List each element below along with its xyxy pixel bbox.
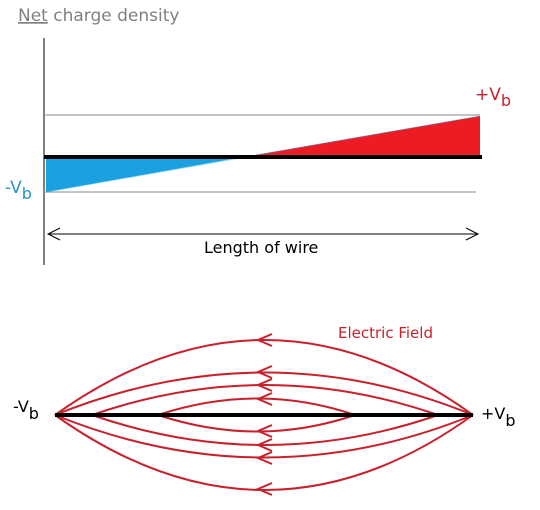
chart-title: Net charge density <box>18 6 179 26</box>
field-line-lower-3 <box>91 414 439 446</box>
arrowhead-3 <box>255 378 273 392</box>
field-line-lower-4 <box>157 414 356 433</box>
positive-charge-region <box>243 116 480 157</box>
pos-voltage-label-top: +Vb <box>475 85 511 110</box>
field-line-upper-3 <box>91 384 439 416</box>
field-line-lower-1 <box>54 414 474 491</box>
field-line-lower-2 <box>54 414 474 459</box>
field-lines <box>54 339 474 491</box>
neg-voltage-label-bottom: -Vb <box>13 397 39 423</box>
arrowhead-8 <box>255 482 273 496</box>
negative-charge-region <box>46 157 243 192</box>
field-line-upper-2 <box>54 371 474 416</box>
pos-voltage-label-bottom: +Vb <box>481 404 516 430</box>
arrowhead-7 <box>255 451 273 465</box>
neg-voltage-label-top: -Vb <box>5 178 32 203</box>
field-line-upper-4 <box>157 397 356 416</box>
arrowhead-4 <box>255 392 273 406</box>
arrowhead-6 <box>255 438 273 452</box>
arrowhead-5 <box>255 424 273 438</box>
electric-field-label: Electric Field <box>338 324 433 342</box>
axis-label-length: Length of wire <box>204 238 318 257</box>
field-line-upper-1 <box>54 339 474 416</box>
arrowhead-1 <box>255 333 273 347</box>
title-underlined: Net <box>18 6 48 26</box>
title-rest: charge density <box>48 6 180 26</box>
arrowhead-2 <box>255 365 273 379</box>
length-arrow <box>46 227 480 241</box>
field-arrowheads <box>255 333 273 496</box>
charge-density-line <box>45 115 481 193</box>
